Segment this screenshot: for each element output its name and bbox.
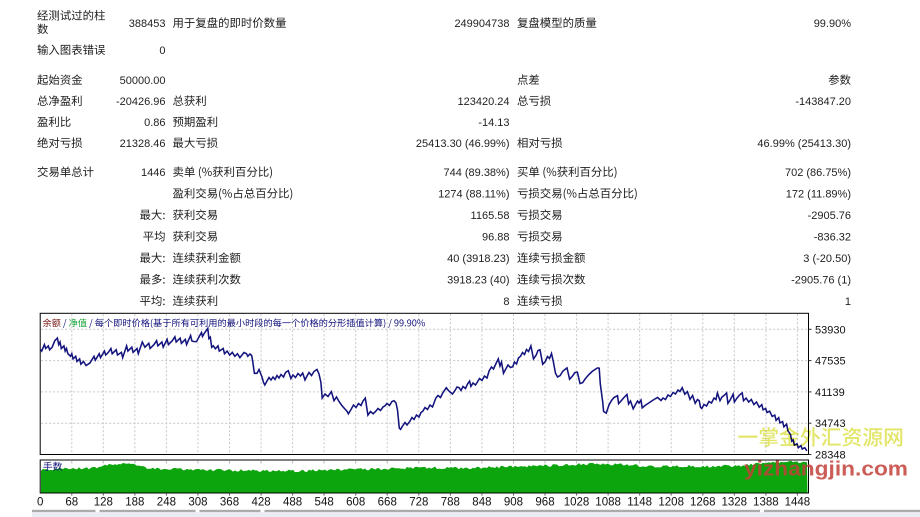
svg-text:-2905.76: -2905.76 <box>808 210 851 222</box>
svg-text:388453: 388453 <box>129 18 166 30</box>
svg-text:1274 (88.11%): 1274 (88.11%) <box>438 189 509 201</box>
svg-text:788: 788 <box>441 497 460 509</box>
svg-text:8: 8 <box>503 296 509 308</box>
svg-text:172 (11.89%): 172 (11.89%) <box>786 189 851 201</box>
svg-text:3918.23 (40): 3918.23 (40) <box>447 275 509 287</box>
svg-text:50000.00: 50000.00 <box>120 75 166 87</box>
svg-text:1446: 1446 <box>141 167 165 179</box>
svg-text:0: 0 <box>159 45 165 57</box>
svg-text:46.99% (25413.30): 46.99% (25413.30) <box>757 138 851 150</box>
svg-text:1088: 1088 <box>595 497 621 509</box>
svg-text:728: 728 <box>409 497 428 509</box>
svg-text:744 (89.38%): 744 (89.38%) <box>443 167 509 179</box>
svg-text:21328.46: 21328.46 <box>120 138 166 150</box>
svg-text:47535: 47535 <box>815 356 846 368</box>
svg-text:249904738: 249904738 <box>454 18 509 30</box>
svg-text:0: 0 <box>37 497 43 509</box>
svg-text:1328: 1328 <box>722 497 748 509</box>
svg-text:668: 668 <box>378 497 397 509</box>
svg-text:yizhangjin.com: yizhangjin.com <box>744 458 908 481</box>
svg-text:308: 308 <box>188 497 207 509</box>
svg-text:1: 1 <box>845 296 851 308</box>
svg-text:702 (86.75%): 702 (86.75%) <box>785 167 851 179</box>
svg-text:-20426.96: -20426.96 <box>116 96 166 108</box>
svg-text:3 (-20.50): 3 (-20.50) <box>803 253 851 265</box>
svg-text:128: 128 <box>94 497 113 509</box>
svg-text:1388: 1388 <box>753 497 779 509</box>
svg-text:1148: 1148 <box>627 497 652 509</box>
svg-text:96.88: 96.88 <box>482 232 510 244</box>
svg-text:53930: 53930 <box>815 324 846 336</box>
svg-text:608: 608 <box>346 497 365 509</box>
svg-text:0.86: 0.86 <box>144 117 165 129</box>
svg-text:-14.13: -14.13 <box>478 117 509 129</box>
svg-text:68: 68 <box>65 497 78 509</box>
svg-text:-143847.20: -143847.20 <box>795 96 851 108</box>
svg-text:25413.30 (46.99%): 25413.30 (46.99%) <box>416 138 510 150</box>
svg-text:28348: 28348 <box>815 450 846 462</box>
svg-text:-2905.76 (1): -2905.76 (1) <box>791 275 851 287</box>
svg-text:99.90%: 99.90% <box>814 18 852 30</box>
svg-text:548: 548 <box>315 497 334 509</box>
svg-text:1448: 1448 <box>785 497 811 509</box>
svg-text:1208: 1208 <box>658 497 684 509</box>
svg-text:41139: 41139 <box>815 387 845 399</box>
svg-text:34743: 34743 <box>815 418 846 430</box>
svg-text:428: 428 <box>251 497 270 509</box>
svg-text:40 (3918.23): 40 (3918.23) <box>447 253 509 265</box>
svg-text:968: 968 <box>535 497 554 509</box>
svg-text:1028: 1028 <box>564 497 590 509</box>
svg-text:-836.32: -836.32 <box>814 232 851 244</box>
svg-text:1268: 1268 <box>690 497 716 509</box>
svg-text:123420.24: 123420.24 <box>458 96 510 108</box>
svg-text:248: 248 <box>157 497 176 509</box>
svg-text:1165.58: 1165.58 <box>471 210 510 222</box>
svg-text:188: 188 <box>125 497 144 509</box>
svg-text:488: 488 <box>283 497 302 509</box>
svg-text:368: 368 <box>220 497 239 509</box>
svg-text:848: 848 <box>472 497 491 509</box>
svg-text:908: 908 <box>504 497 523 509</box>
